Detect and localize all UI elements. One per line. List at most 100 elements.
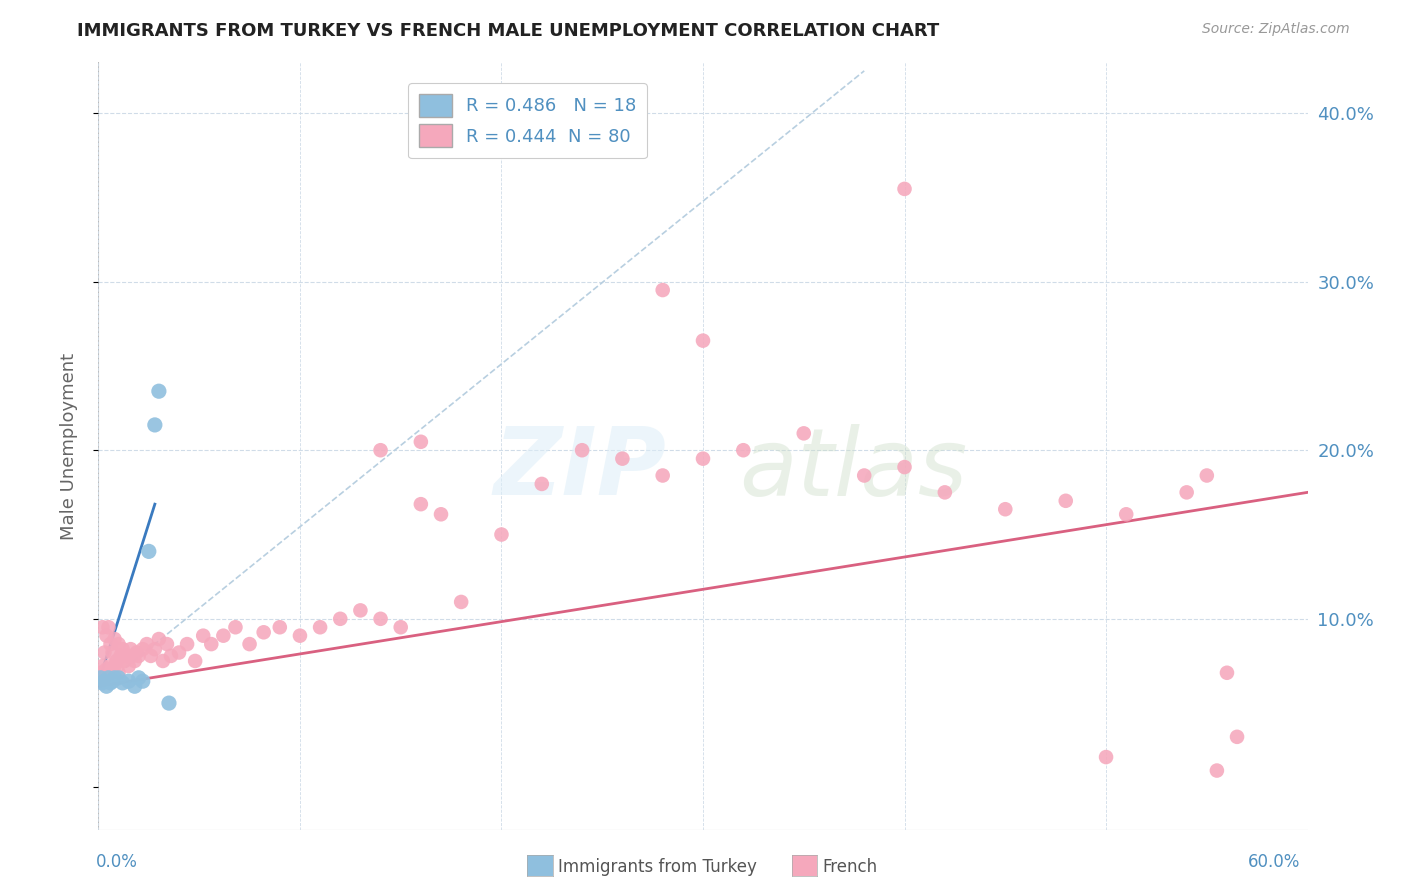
Point	[430, 508, 453, 522]
Point	[115, 648, 138, 663]
Point	[184, 654, 207, 668]
Point	[96, 629, 118, 643]
Point	[124, 679, 146, 693]
Point	[121, 648, 143, 663]
Text: French: French	[823, 858, 877, 876]
Point	[148, 632, 170, 646]
Point	[111, 676, 134, 690]
Text: ZIP: ZIP	[494, 423, 666, 515]
Point	[1226, 730, 1249, 744]
Point	[89, 665, 111, 680]
Point	[329, 612, 352, 626]
Point	[1054, 493, 1077, 508]
Point	[93, 646, 115, 660]
Point	[124, 654, 146, 668]
Point	[101, 665, 124, 680]
Point	[793, 426, 815, 441]
Point	[1216, 665, 1239, 680]
Point	[692, 451, 714, 466]
Point	[349, 603, 371, 617]
Point	[97, 671, 120, 685]
Point	[450, 595, 472, 609]
Point	[100, 637, 122, 651]
Legend: R = 0.486   N = 18, R = 0.444  N = 80: R = 0.486 N = 18, R = 0.444 N = 80	[408, 83, 647, 158]
Point	[530, 477, 553, 491]
Point	[309, 620, 332, 634]
Point	[651, 283, 673, 297]
Point	[193, 629, 215, 643]
Text: atlas: atlas	[740, 424, 967, 515]
Point	[100, 676, 122, 690]
Point	[110, 648, 132, 663]
Point	[101, 646, 124, 660]
Point	[370, 612, 392, 626]
Point	[135, 637, 157, 651]
Point	[107, 665, 129, 680]
Point	[105, 654, 128, 668]
Point	[1095, 750, 1118, 764]
Point	[132, 642, 155, 657]
Point	[107, 671, 129, 685]
Point	[107, 637, 129, 651]
Point	[91, 620, 114, 634]
Point	[128, 648, 150, 663]
Point	[143, 642, 166, 657]
Point	[269, 620, 291, 634]
Point	[994, 502, 1017, 516]
Point	[160, 648, 183, 663]
Point	[93, 671, 115, 685]
Point	[101, 674, 124, 689]
Point	[893, 182, 915, 196]
Point	[103, 671, 125, 685]
Point	[1195, 468, 1218, 483]
Point	[176, 637, 198, 651]
Point	[288, 629, 311, 643]
Point	[152, 654, 174, 668]
Point	[1115, 508, 1137, 522]
Text: Source: ZipAtlas.com: Source: ZipAtlas.com	[1202, 22, 1350, 37]
Point	[103, 632, 125, 646]
Point	[118, 674, 141, 689]
Point	[120, 642, 142, 657]
Point	[138, 544, 160, 558]
Point	[139, 648, 162, 663]
Point	[167, 646, 190, 660]
Point	[132, 674, 155, 689]
Point	[370, 443, 392, 458]
Point	[93, 674, 115, 689]
Point	[893, 460, 915, 475]
Point	[100, 659, 122, 673]
Point	[409, 434, 432, 449]
Point	[97, 665, 120, 680]
Point	[651, 468, 673, 483]
Point	[239, 637, 262, 651]
Point	[200, 637, 222, 651]
Point	[114, 654, 136, 668]
Text: IMMIGRANTS FROM TURKEY VS FRENCH MALE UNEMPLOYMENT CORRELATION CHART: IMMIGRANTS FROM TURKEY VS FRENCH MALE UN…	[77, 22, 939, 40]
Point	[148, 384, 170, 399]
Point	[491, 527, 513, 541]
Point	[571, 443, 593, 458]
Point	[156, 637, 179, 651]
Point	[143, 417, 166, 432]
Text: 60.0%: 60.0%	[1249, 853, 1301, 871]
Point	[157, 696, 180, 710]
Point	[91, 676, 114, 690]
Point	[97, 620, 120, 634]
Point	[389, 620, 412, 634]
Point	[1206, 764, 1229, 778]
Point	[853, 468, 876, 483]
Point	[224, 620, 246, 634]
Point	[253, 625, 276, 640]
Point	[612, 451, 634, 466]
Point	[96, 662, 118, 676]
Point	[692, 334, 714, 348]
Point	[96, 679, 118, 693]
Text: 0.0%: 0.0%	[96, 853, 138, 871]
Point	[125, 646, 148, 660]
Point	[733, 443, 755, 458]
Point	[91, 659, 114, 673]
Y-axis label: Male Unemployment: Male Unemployment	[59, 352, 77, 540]
Point	[409, 497, 432, 511]
Point	[118, 659, 141, 673]
